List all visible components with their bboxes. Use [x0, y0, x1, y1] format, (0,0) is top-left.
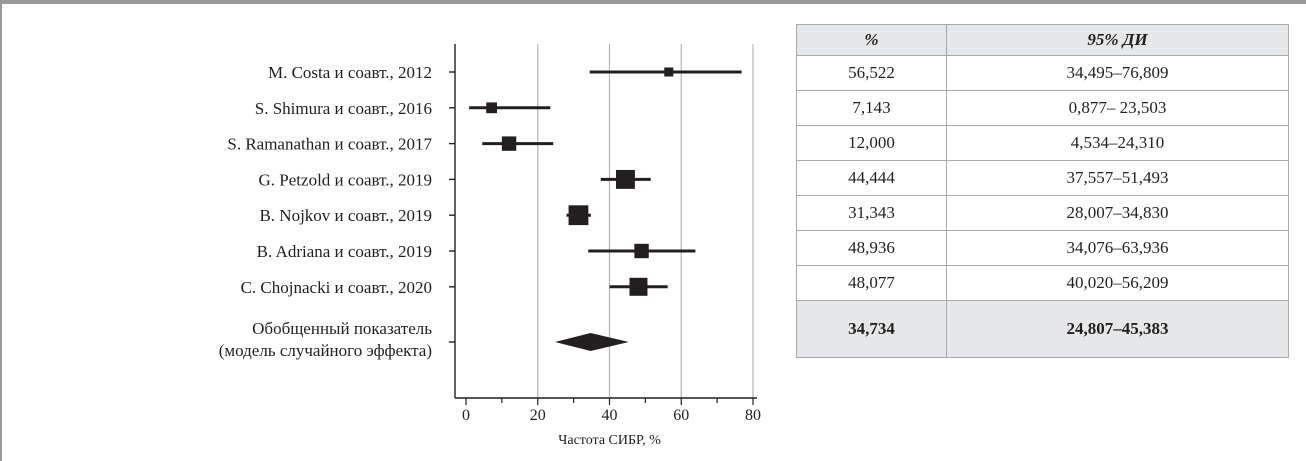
study-label: G. Petzold и соавт., 2019 — [259, 170, 432, 189]
cell-ci: 37,557–51,493 — [946, 160, 1289, 196]
cell-percent: 56,522 — [796, 55, 947, 91]
study-label: C. Chojnacki и соавт., 2020 — [241, 278, 432, 297]
point-estimate-square — [486, 102, 498, 114]
frame-top-border — [0, 0, 1306, 4]
table-row: 48,936 34,076–63,936 — [796, 230, 1289, 266]
point-estimate-square — [501, 136, 517, 151]
table-header-row: % 95% ДИ — [796, 24, 1289, 56]
x-tick-label: 60 — [673, 407, 689, 424]
study-label: M. Costa и соавт., 2012 — [268, 63, 432, 82]
table-row: 56,522 34,495–76,809 — [796, 55, 1289, 91]
cell-ci: 0,877– 23,503 — [946, 90, 1289, 126]
header-ci: 95% ДИ — [946, 24, 1289, 56]
table-row: 44,444 37,557–51,493 — [796, 160, 1289, 196]
study-label: B. Adriana и соавт., 2019 — [257, 242, 432, 261]
point-estimate-square — [615, 169, 635, 189]
cell-percent: 48,936 — [796, 230, 947, 266]
frame-left-border — [0, 0, 2, 461]
point-estimate-square — [634, 243, 649, 259]
cell-percent: 44,444 — [796, 160, 947, 196]
stats-table: % 95% ДИ 56,522 34,495–76,809 7,143 0,87… — [796, 24, 1289, 358]
summary-diamond — [554, 333, 629, 351]
study-label: S. Shimura и соавт., 2016 — [255, 99, 432, 118]
point-estimate-square — [629, 277, 648, 296]
cell-percent: 7,143 — [796, 90, 947, 126]
x-tick-label: 20 — [530, 407, 546, 424]
cell-percent: 12,000 — [796, 125, 947, 161]
forest-plot: 0 20 40 60 80 Частота СИБР, % M. Costa и соавт… — [219, 44, 761, 448]
x-axis-title: Частота СИБР, % — [558, 433, 661, 448]
table-summary-row: 34,734 24,807–45,383 — [796, 300, 1289, 358]
x-tick-label: 0 — [462, 407, 470, 424]
summary-label-line1: Обобщенный показатель — [252, 319, 432, 338]
table-row: 7,143 0,877– 23,503 — [796, 90, 1289, 126]
point-estimate-square — [568, 205, 589, 226]
cell-percent: 31,343 — [796, 195, 947, 231]
cell-ci: 28,007–34,830 — [946, 195, 1289, 231]
cell-ci: 34,076–63,936 — [946, 230, 1289, 266]
cell-ci: 34,495–76,809 — [946, 55, 1289, 91]
summary-label-line2: (модель случайного эффекта) — [219, 341, 432, 360]
point-estimate-square — [664, 67, 674, 77]
x-tick-label: 80 — [745, 407, 761, 424]
cell-ci: 4,534–24,310 — [946, 125, 1289, 161]
summary-ci: 24,807–45,383 — [946, 300, 1289, 358]
study-label: B. Nojkov и соавт., 2019 — [259, 206, 432, 225]
header-percent: % — [796, 24, 947, 56]
summary-percent: 34,734 — [796, 300, 947, 358]
cell-ci: 40,020–56,209 — [946, 265, 1289, 301]
table-row: 12,000 4,534–24,310 — [796, 125, 1289, 161]
study-label: S. Ramanathan и соавт., 2017 — [227, 135, 432, 154]
table-row: 48,077 40,020–56,209 — [796, 265, 1289, 301]
x-tick-label: 40 — [602, 407, 618, 424]
cell-percent: 48,077 — [796, 265, 947, 301]
table-row: 31,343 28,007–34,830 — [796, 195, 1289, 231]
